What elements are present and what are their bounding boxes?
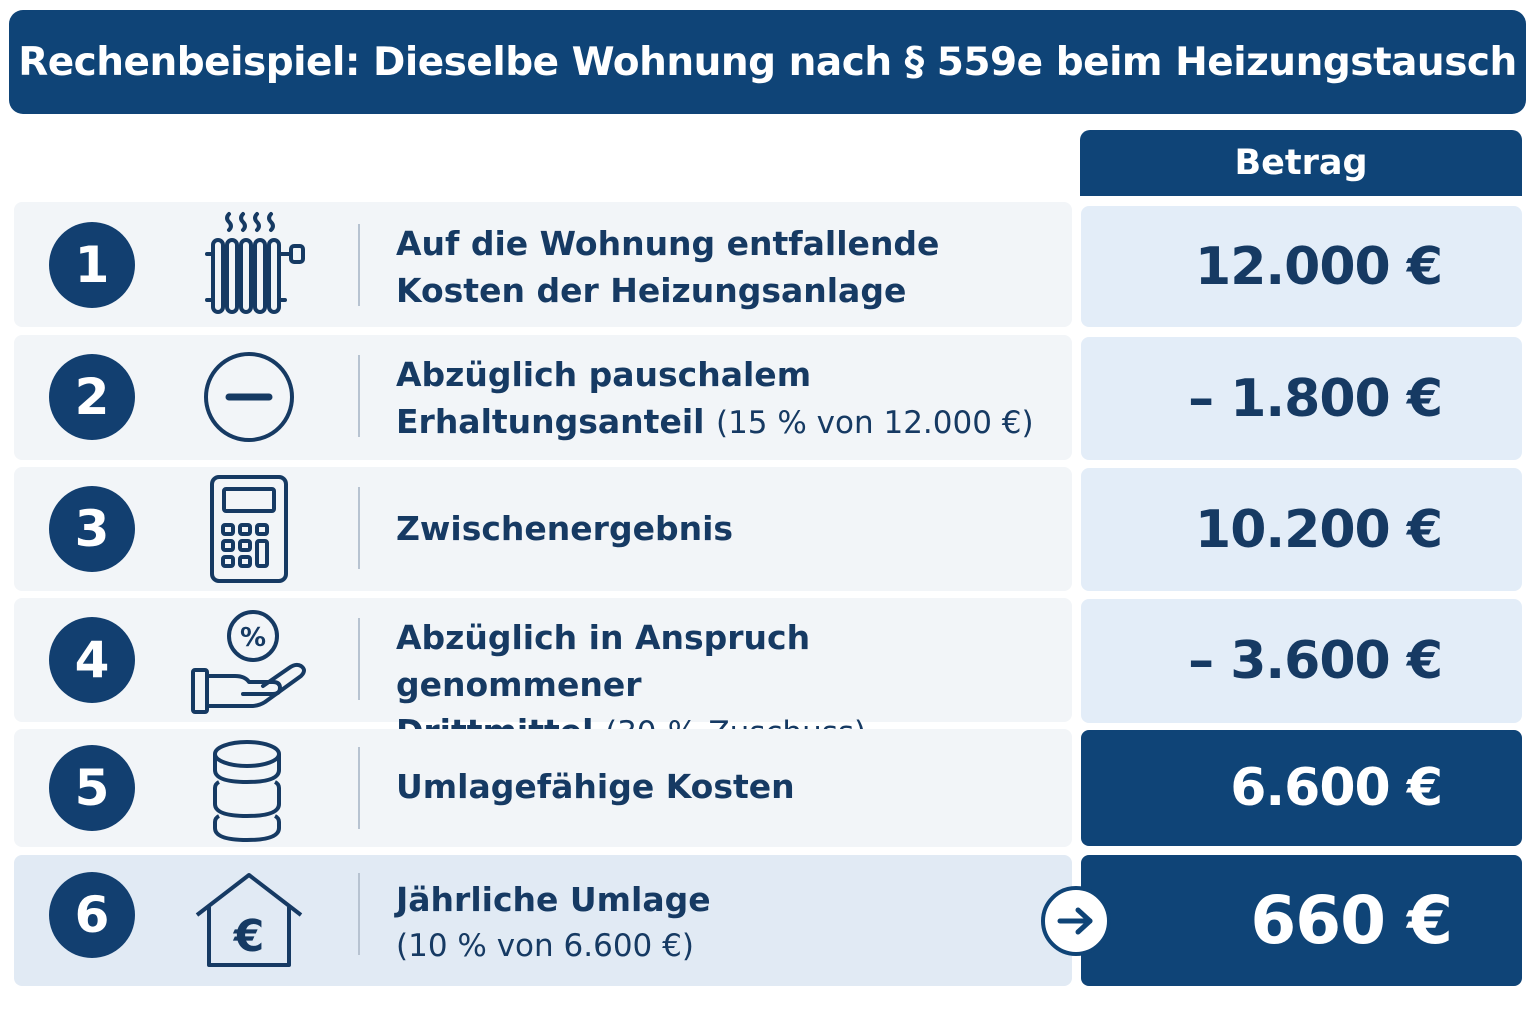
row-divider xyxy=(358,873,360,955)
step-number-1: 1 xyxy=(49,222,135,308)
amount-value: – 3.600 € xyxy=(1188,631,1443,691)
amount-value: 10.200 € xyxy=(1195,499,1443,560)
step-number-5: 5 xyxy=(49,745,135,831)
amount-cell-2: – 1.800 € xyxy=(1081,337,1522,460)
amount-value-final: 660 € xyxy=(1250,882,1453,959)
row-divider xyxy=(358,224,360,306)
svg-text:%: % xyxy=(240,623,266,653)
amount-cell-1: 12.000 € xyxy=(1081,206,1522,327)
house-euro-icon: € xyxy=(184,859,314,979)
title-bar: Rechenbeispiel: Dieselbe Wohnung nach § … xyxy=(9,10,1526,114)
amount-value: 6.600 € xyxy=(1230,758,1443,818)
hand-percent-icon: % xyxy=(184,600,314,720)
radiator-icon xyxy=(184,204,314,324)
step-number-2: 2 xyxy=(49,354,135,440)
step-number-4: 4 xyxy=(49,617,135,703)
row-label: Umlagefähige Kosten xyxy=(396,767,795,806)
amount-cell-3: 10.200 € xyxy=(1081,468,1522,591)
row-5: 5 Umlagefähige Kosten xyxy=(14,729,1072,847)
amount-value: – 1.800 € xyxy=(1188,368,1443,429)
row-label: Auf die Wohnung entfallende Kosten der H… xyxy=(396,224,940,310)
step-number-3: 3 xyxy=(49,486,135,572)
row-label: Abzüglich pauschalem Erhaltungsanteil (1… xyxy=(396,355,1034,441)
row-divider xyxy=(358,355,360,437)
amount-value: 12.000 € xyxy=(1195,236,1443,297)
minus-circle-icon xyxy=(184,337,314,457)
row-divider xyxy=(358,747,360,829)
row-6: 6 € Jährliche Umlage (10 % von 6.600 €) xyxy=(14,855,1072,986)
row-label: Zwischenergebnis xyxy=(396,509,734,548)
row-3: 3 Zwischenergebnis xyxy=(14,467,1072,591)
column-header-betrag: Betrag xyxy=(1080,130,1522,196)
amount-cell-4: – 3.600 € xyxy=(1081,599,1522,723)
coin-stack-icon xyxy=(184,727,314,847)
row-2: 2 Abzüglich pauschalem Erhaltungsanteil … xyxy=(14,335,1072,460)
svg-text:€: € xyxy=(233,911,265,962)
calculator-icon xyxy=(184,469,314,589)
amount-cell-5: 6.600 € xyxy=(1081,730,1522,846)
amount-cell-6: 660 € xyxy=(1081,855,1522,986)
row-1: 1 Auf die Wohnung entfallende Kosten der… xyxy=(14,202,1072,327)
arrow-right-icon xyxy=(1041,886,1111,956)
page-title: Rechenbeispiel: Dieselbe Wohnung nach § … xyxy=(18,39,1517,85)
row-divider xyxy=(358,487,360,569)
row-4: 4 % Abzüglich in Anspruch genommener Dri… xyxy=(14,598,1072,751)
row-label: Jährliche Umlage (10 % von 6.600 €) xyxy=(396,880,711,964)
step-number-6: 6 xyxy=(49,872,135,958)
row-divider xyxy=(358,618,360,700)
